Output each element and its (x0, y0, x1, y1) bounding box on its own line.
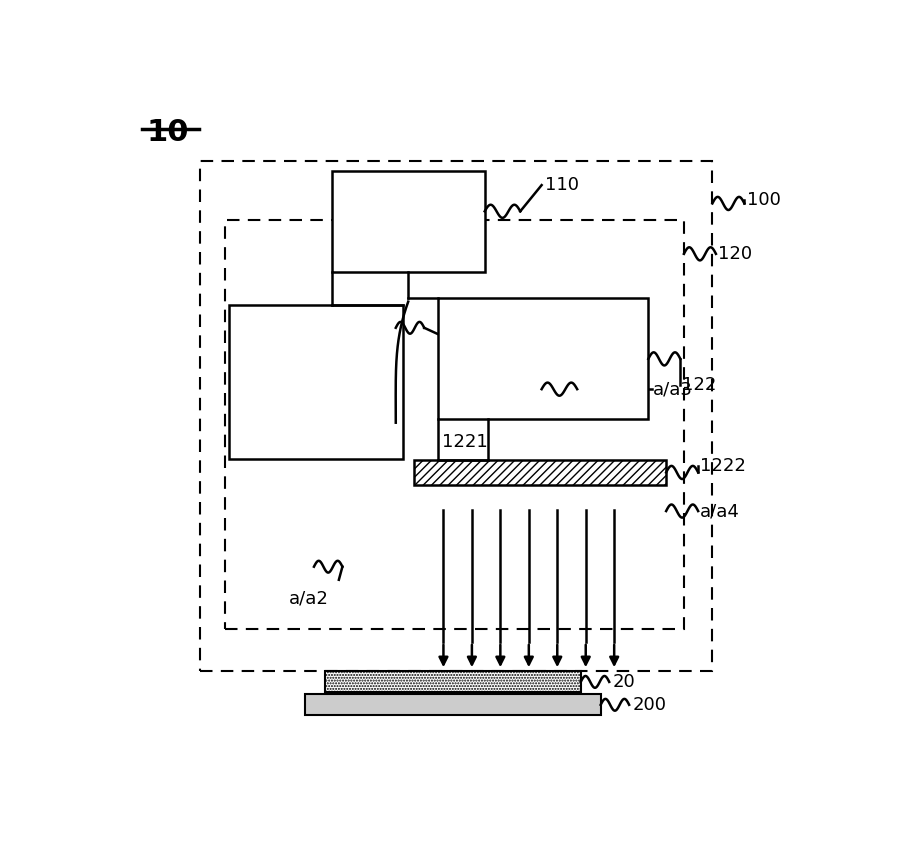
Text: 121/1211: 121/1211 (236, 408, 321, 426)
Bar (325, 672, 581, 693)
Text: a/a4: a/a4 (700, 502, 740, 520)
Text: 1221: 1221 (442, 433, 487, 451)
Bar (331, 171, 485, 272)
Text: 1222: 1222 (700, 457, 746, 475)
Text: 20: 20 (613, 673, 635, 691)
Text: 110: 110 (545, 176, 579, 194)
Text: a/a3: a/a3 (654, 380, 693, 398)
Text: 100: 100 (746, 191, 780, 209)
Bar (439, 298, 648, 419)
Text: 120: 120 (718, 245, 752, 263)
Text: a1/a: a1/a (442, 336, 482, 354)
Text: 200: 200 (633, 696, 666, 714)
Text: a/a2: a/a2 (289, 590, 329, 608)
Bar (414, 460, 666, 484)
Bar (306, 694, 600, 715)
Text: 122: 122 (682, 376, 717, 394)
Text: 10: 10 (147, 118, 189, 147)
Bar (229, 305, 403, 459)
